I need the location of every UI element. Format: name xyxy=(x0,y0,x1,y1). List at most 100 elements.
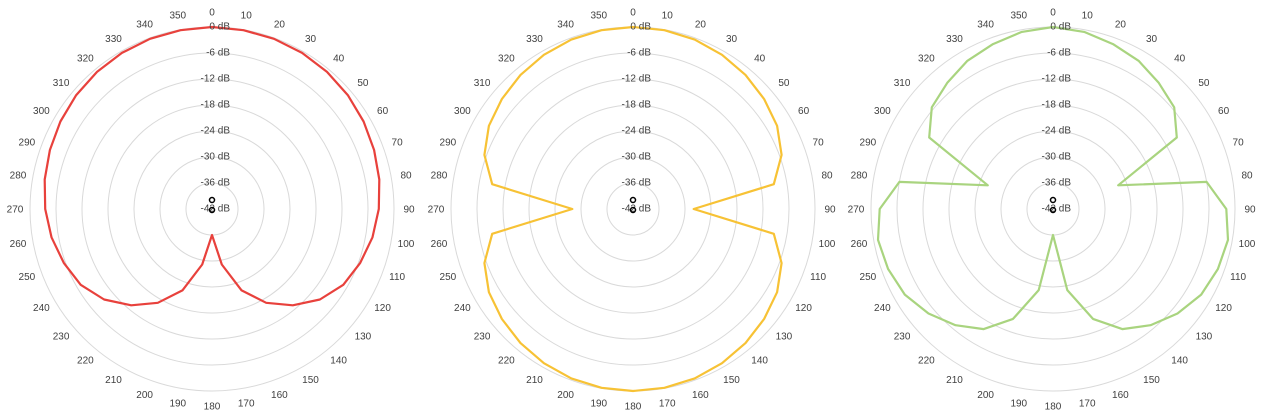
pattern-line xyxy=(43,25,381,307)
angle-label: 180 xyxy=(204,402,221,413)
angle-label: 150 xyxy=(1143,375,1160,386)
angle-label: 300 xyxy=(454,106,471,117)
angle-label: 10 xyxy=(241,11,253,22)
angle-label: 90 xyxy=(403,205,415,216)
angle-label: 190 xyxy=(590,399,607,410)
grid-ring xyxy=(580,156,686,262)
angle-label: 140 xyxy=(330,356,347,367)
angle-label: 180 xyxy=(625,402,642,413)
angle-label: 60 xyxy=(1218,106,1230,117)
angle-label: 210 xyxy=(526,375,543,386)
r-tick-label: -18 dB xyxy=(201,100,231,111)
angle-label: 130 xyxy=(1196,331,1213,342)
angle-label: 170 xyxy=(238,399,255,410)
angle-label: 290 xyxy=(440,137,457,148)
angle-label: 20 xyxy=(695,20,707,31)
angle-label: 170 xyxy=(659,399,676,410)
angle-label: 0 xyxy=(209,8,215,19)
center-marker xyxy=(1049,196,1057,204)
angle-label: 30 xyxy=(305,34,317,45)
angle-label: 90 xyxy=(824,205,836,216)
angle-label: 340 xyxy=(557,20,574,31)
angle-label: 200 xyxy=(136,390,153,401)
grid-ring xyxy=(922,78,1184,340)
angle-label: 100 xyxy=(819,239,836,250)
angle-label: 330 xyxy=(105,34,122,45)
angle-label: 90 xyxy=(1244,205,1256,216)
angle-label: 190 xyxy=(169,399,186,410)
center-marker xyxy=(629,206,637,214)
angle-label: 160 xyxy=(271,390,288,401)
angle-label: 130 xyxy=(355,331,372,342)
angle-label: 260 xyxy=(10,239,27,250)
angle-label: 120 xyxy=(1215,303,1232,314)
angle-label: 140 xyxy=(751,356,768,367)
grid-ring xyxy=(974,130,1132,288)
angle-label: 310 xyxy=(53,78,70,89)
angle-label: 310 xyxy=(894,78,911,89)
angle-label: 210 xyxy=(105,375,122,386)
angle-label: 240 xyxy=(33,303,50,314)
angle-label: 260 xyxy=(851,239,868,250)
grid-ring xyxy=(528,104,738,314)
angle-label: 80 xyxy=(821,170,833,181)
r-tick-label: -24 dB xyxy=(201,126,231,137)
r-tick-label: -6 dB xyxy=(1047,48,1071,59)
r-tick-label: 0 dB xyxy=(1050,22,1071,33)
angle-label: 100 xyxy=(1239,239,1256,250)
angle-label: 200 xyxy=(977,390,994,401)
grid-ring xyxy=(81,78,343,340)
angle-label: 240 xyxy=(874,303,891,314)
angle-label: 280 xyxy=(851,170,868,181)
angle-label: 20 xyxy=(1115,20,1127,31)
grid-ring xyxy=(502,78,764,340)
angle-label: 60 xyxy=(377,106,389,117)
grid-ring xyxy=(159,156,265,262)
angle-label: 0 xyxy=(630,8,636,19)
center-marker xyxy=(208,196,216,204)
angle-label: 170 xyxy=(1079,399,1096,410)
r-tick-label: -18 dB xyxy=(1042,100,1072,111)
center-marker xyxy=(629,196,637,204)
angle-label: 10 xyxy=(662,11,674,22)
angle-label: 280 xyxy=(431,170,448,181)
r-tick-label: -42 dB xyxy=(622,204,652,215)
angle-label: 230 xyxy=(894,331,911,342)
angle-label: 110 xyxy=(1230,272,1246,283)
angle-label: 240 xyxy=(454,303,471,314)
angle-label: 350 xyxy=(1010,11,1027,22)
angle-label: 350 xyxy=(590,11,607,22)
pattern-line xyxy=(876,25,1230,331)
grid-ring xyxy=(107,104,317,314)
grid-ring xyxy=(606,182,660,236)
angle-label: 120 xyxy=(795,303,812,314)
angle-label: 210 xyxy=(946,375,963,386)
angle-label: 320 xyxy=(498,54,515,65)
center-marker xyxy=(208,206,216,214)
angle-label: 290 xyxy=(19,137,36,148)
angle-label: 180 xyxy=(1045,402,1062,413)
angle-label: 50 xyxy=(778,78,790,89)
grid-ring xyxy=(1000,156,1106,262)
r-tick-label: -30 dB xyxy=(1042,152,1072,163)
angle-label: 120 xyxy=(374,303,391,314)
angle-label: 40 xyxy=(754,54,766,65)
r-tick-label: -24 dB xyxy=(622,126,652,137)
r-tick-label: -12 dB xyxy=(201,74,231,85)
grid-ring xyxy=(476,52,790,366)
r-tick-label: -24 dB xyxy=(1042,126,1072,137)
angle-label: 300 xyxy=(33,106,50,117)
r-tick-label: -12 dB xyxy=(622,74,652,85)
r-tick-label: -18 dB xyxy=(622,100,652,111)
grid-ring xyxy=(896,52,1210,366)
r-tick-label: -36 dB xyxy=(622,178,652,189)
angle-label: 220 xyxy=(918,356,935,367)
angle-label: 50 xyxy=(357,78,369,89)
angle-label: 40 xyxy=(1174,54,1186,65)
r-tick-label: -36 dB xyxy=(201,178,231,189)
angle-label: 320 xyxy=(918,54,935,65)
r-tick-label: -6 dB xyxy=(206,48,230,59)
angle-label: 10 xyxy=(1082,11,1094,22)
angle-label: 110 xyxy=(389,272,405,283)
